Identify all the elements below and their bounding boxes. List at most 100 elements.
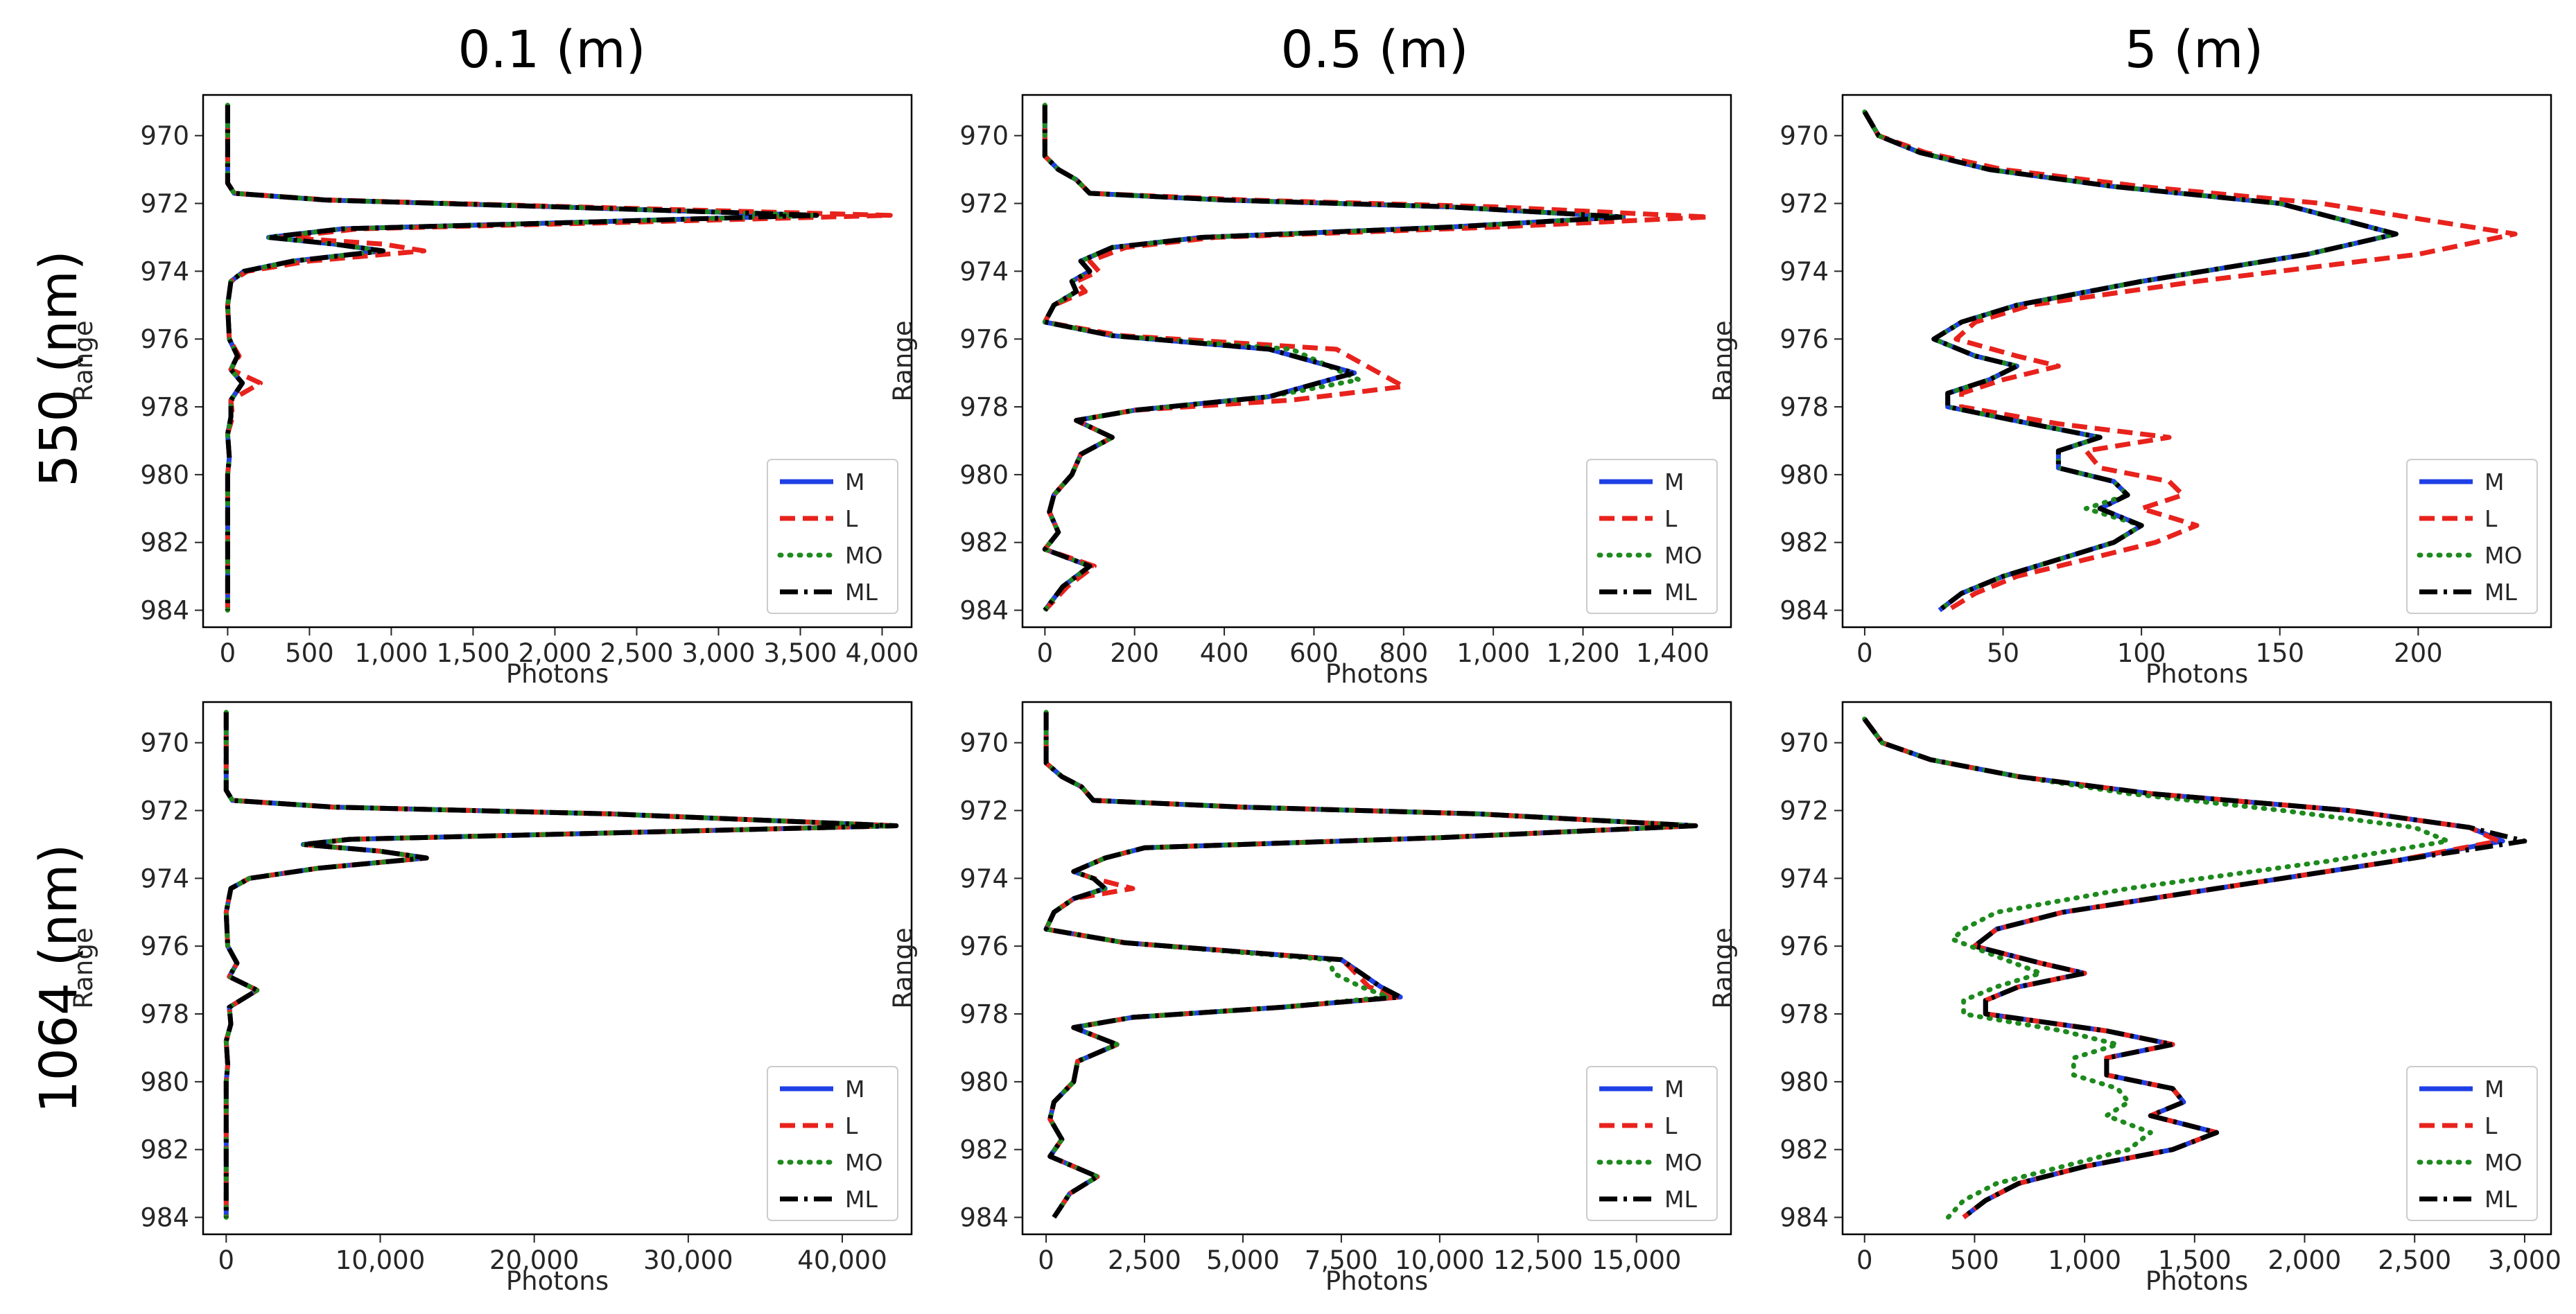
x-tick-label: 1,500 — [436, 638, 510, 668]
legend-label-m: M — [845, 468, 864, 496]
y-tick-label: 976 — [959, 931, 1009, 961]
y-tick-label: 982 — [959, 528, 1009, 558]
x-tick-label: 50 — [1987, 638, 2019, 668]
x-tick-label: 10,000 — [336, 1245, 425, 1275]
y-tick-label: 974 — [140, 256, 189, 286]
y-tick-label: 980 — [140, 1067, 189, 1097]
x-tick-label: 600 — [1289, 638, 1339, 668]
x-tick-label: 1,500 — [2158, 1245, 2231, 1275]
plot-frame — [1841, 94, 2552, 629]
legend-label-l: L — [2484, 505, 2498, 532]
legend-box — [1586, 1066, 1718, 1221]
x-tick-label: 500 — [1950, 1245, 1999, 1275]
y-tick-label: 972 — [140, 796, 189, 826]
y-tick-label: 972 — [959, 796, 1009, 826]
y-tick-label: 980 — [1779, 1067, 1829, 1097]
legend-label-m: M — [1664, 468, 1684, 496]
legend-label-m: M — [1664, 1076, 1684, 1103]
legend-box — [767, 1066, 898, 1221]
row-title-0: 550 (nm) — [29, 250, 89, 487]
series-line-ml — [223, 712, 899, 1218]
y-tick-label: 974 — [140, 864, 189, 893]
legend-label-l: L — [1664, 1112, 1678, 1139]
legend-label-mo: MO — [1664, 1149, 1702, 1176]
legend-label-l: L — [2484, 1112, 2498, 1139]
plot-frame — [1021, 94, 1732, 629]
series-line-ml — [1042, 105, 1626, 612]
series-line-m — [225, 105, 819, 611]
x-tick-label: 100 — [2117, 638, 2166, 668]
x-tick-label: 1,200 — [1547, 638, 1620, 668]
y-axis-label: Range — [1708, 927, 1738, 1008]
y-tick-label: 982 — [140, 1135, 189, 1165]
y-tick-label: 974 — [959, 864, 1009, 893]
panel-3: 970 972 974 976 978 980 982 984 0 10,000 20,000 30,… — [69, 701, 913, 1296]
legend-box — [767, 459, 898, 614]
legend-label-ml: ML — [2484, 1186, 2517, 1213]
y-tick-label: 984 — [959, 1203, 1009, 1233]
plot-frame — [202, 94, 913, 629]
column-title-2: 5 (m) — [2125, 20, 2263, 80]
legend-label-ml: ML — [845, 1186, 878, 1213]
series-line-ml — [1862, 717, 2527, 1220]
panel-4: 970 972 974 976 978 980 982 984 0 2,500 5,000 7,500… — [888, 701, 1732, 1296]
legend-box — [2406, 1066, 2538, 1221]
legend-label-ml: ML — [1664, 579, 1697, 606]
y-tick-label: 984 — [959, 596, 1009, 626]
x-axis-label: Photons — [1325, 1266, 1428, 1296]
legend-label-mo: MO — [2484, 542, 2522, 569]
legend: ML MO ML — [767, 459, 898, 614]
y-tick-label: 970 — [140, 728, 189, 758]
y-tick-label: 972 — [959, 189, 1009, 219]
panel-2: 970 972 974 976 978 980 982 984 0 50 100 150 200 Phot… — [1708, 94, 2552, 689]
series-line-mo — [1042, 103, 1626, 613]
row-title-1: 1064 (nm) — [29, 844, 89, 1114]
x-tick-label: 0 — [220, 638, 236, 668]
legend-box — [2406, 459, 2538, 614]
legend: ML MO ML — [1586, 459, 1718, 614]
x-tick-label: 0 — [1856, 638, 1873, 668]
x-axis-label: Photons — [2146, 1266, 2248, 1296]
panel-5: 970 972 974 976 978 980 982 984 0 500 1,000 1,500 2,… — [1708, 701, 2561, 1296]
x-tick-label: 15,000 — [1592, 1245, 1681, 1275]
y-tick-label: 976 — [140, 931, 189, 961]
legend-label-ml: ML — [845, 579, 878, 606]
y-tick-label: 984 — [140, 596, 189, 626]
y-tick-label: 972 — [1779, 796, 1829, 826]
y-tick-label: 978 — [140, 392, 189, 422]
y-tick-label: 970 — [959, 728, 1009, 758]
y-tick-label: 982 — [140, 528, 189, 558]
y-tick-label: 974 — [959, 256, 1009, 286]
x-tick-label: 40,000 — [797, 1245, 887, 1275]
x-tick-label: 12,500 — [1493, 1245, 1583, 1275]
y-axis-label: Range — [69, 320, 98, 401]
y-tick-label: 980 — [959, 1067, 1009, 1097]
y-tick-label: 984 — [1779, 596, 1829, 626]
y-tick-label: 972 — [140, 189, 189, 219]
x-tick-label: 3,500 — [764, 638, 837, 668]
y-tick-label: 976 — [959, 324, 1009, 354]
legend: ML MO ML — [2406, 1066, 2538, 1221]
x-tick-label: 7,500 — [1305, 1245, 1378, 1275]
y-tick-label: 976 — [1779, 931, 1829, 961]
series-line-ml — [1862, 110, 2399, 613]
x-tick-label: 10,000 — [1395, 1245, 1484, 1275]
x-tick-label: 3,000 — [2488, 1245, 2561, 1275]
y-tick-label: 976 — [140, 324, 189, 354]
x-tick-label: 1,000 — [1456, 638, 1530, 668]
legend: ML MO ML — [1586, 1066, 1718, 1221]
y-tick-label: 970 — [140, 121, 189, 151]
plot-frame — [1841, 701, 2552, 1236]
legend-label-mo: MO — [1664, 542, 1702, 569]
column-title-1: 0.5 (m) — [1280, 20, 1468, 80]
y-tick-label: 980 — [1779, 460, 1829, 490]
x-tick-label: 2,500 — [600, 638, 674, 668]
legend-label-mo: MO — [845, 1149, 882, 1176]
y-axis-label: Range — [69, 927, 98, 1008]
x-tick-label: 800 — [1379, 638, 1428, 668]
x-axis-label: Photons — [1325, 659, 1428, 689]
legend: ML MO ML — [767, 1066, 898, 1221]
legend-label-l: L — [845, 505, 858, 532]
